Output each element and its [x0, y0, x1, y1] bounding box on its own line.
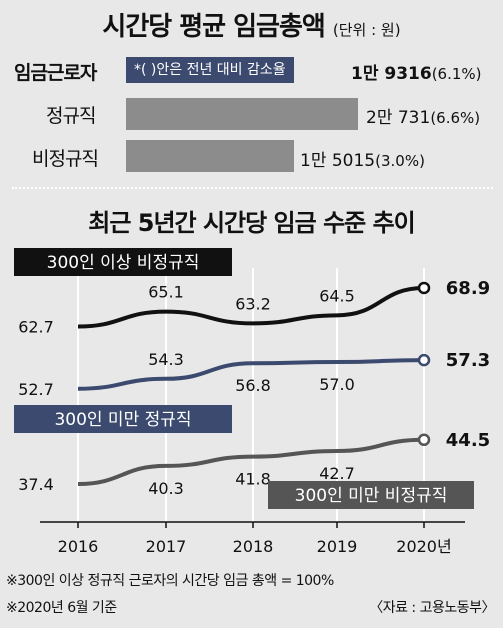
data-label: 40.3 [148, 479, 184, 498]
legend-box-1 [14, 405, 232, 433]
footnote-1: ※300인 이상 정규직 근로자의 시간당 임금 총액 = 100% [6, 573, 334, 589]
bar-nonregular [126, 140, 294, 172]
series-end-marker-1 [417, 353, 431, 367]
series-end-marker-0 [417, 281, 431, 295]
bar-regular [126, 98, 358, 130]
chart-title: 최근 5년간 시간당 임금 수준 추이 [88, 209, 416, 237]
data-label: 44.5 [446, 430, 490, 451]
legend-note-box: *( )안은 전년 대비 감소율 [126, 57, 294, 83]
legend-label: 300인 이상 비정규직 [47, 253, 200, 273]
legend-box-0 [14, 248, 232, 276]
data-label: 64.5 [319, 286, 355, 305]
row-label-nonregular: 비정규직 [32, 148, 99, 170]
data-label: 41.8 [235, 470, 271, 489]
row-label-regular: 정규직 [46, 105, 96, 127]
series-end-marker-2 [417, 433, 431, 447]
legend-label: 300인 미만 정규직 [54, 410, 191, 430]
row-value-all-workers: 1만 9316(6.1%) [351, 59, 482, 84]
series-line-1 [77, 358, 425, 391]
data-label: 56.8 [235, 376, 271, 395]
x-tick-label: 2017 [146, 537, 187, 556]
footnote-2: ※2020년 6월 기준 [6, 600, 117, 616]
data-label: 37.4 [18, 475, 54, 494]
row-value-nonregular: 1만 5015(3.0%) [300, 146, 425, 171]
section-divider [12, 187, 493, 189]
unit-label: (단위 : 원) [332, 21, 401, 39]
series-line-2 [77, 437, 425, 486]
data-label: 57.3 [446, 350, 490, 371]
value-text: 1만 5015 [300, 151, 376, 171]
row-label-all-workers: 임금근로자 [14, 62, 97, 84]
data-label: 52.7 [18, 380, 54, 399]
source-label: 〈자료 : 고용노동부〉 [369, 600, 495, 616]
value-text: 2만 731 [366, 108, 431, 128]
data-label: 62.7 [18, 318, 54, 337]
data-label: 42.7 [319, 464, 355, 483]
data-label: 63.2 [235, 294, 271, 313]
title-text: 시간당 평균 임금총액 [102, 12, 325, 42]
pct-text: (6.6%) [430, 109, 481, 127]
page-title: 시간당 평균 임금총액 (단위 : 원) [0, 6, 503, 43]
x-tick-label: 2020년 [396, 537, 451, 556]
pct-text: (3.0%) [375, 152, 425, 170]
x-tick-label: 2019 [317, 537, 358, 556]
data-label: 57.0 [319, 375, 355, 394]
legend-box-2 [268, 481, 474, 509]
data-label: 68.9 [446, 278, 490, 299]
series-line-0 [77, 285, 425, 329]
row-value-regular: 2만 731(6.6%) [366, 103, 480, 128]
legend-label: 300인 미만 비정규직 [295, 486, 448, 506]
pct-text: (6.1%) [431, 65, 482, 83]
x-tick-label: 2018 [233, 537, 274, 556]
line-chart: 2016 2017 2018 2019 2020년 62.7 65.1 63.2 64.5 68.… [14, 248, 490, 556]
x-tick-label: 2016 [58, 537, 99, 556]
data-label: 54.3 [148, 350, 184, 369]
data-label: 65.1 [148, 283, 184, 302]
value-text: 1만 9316 [351, 64, 432, 84]
